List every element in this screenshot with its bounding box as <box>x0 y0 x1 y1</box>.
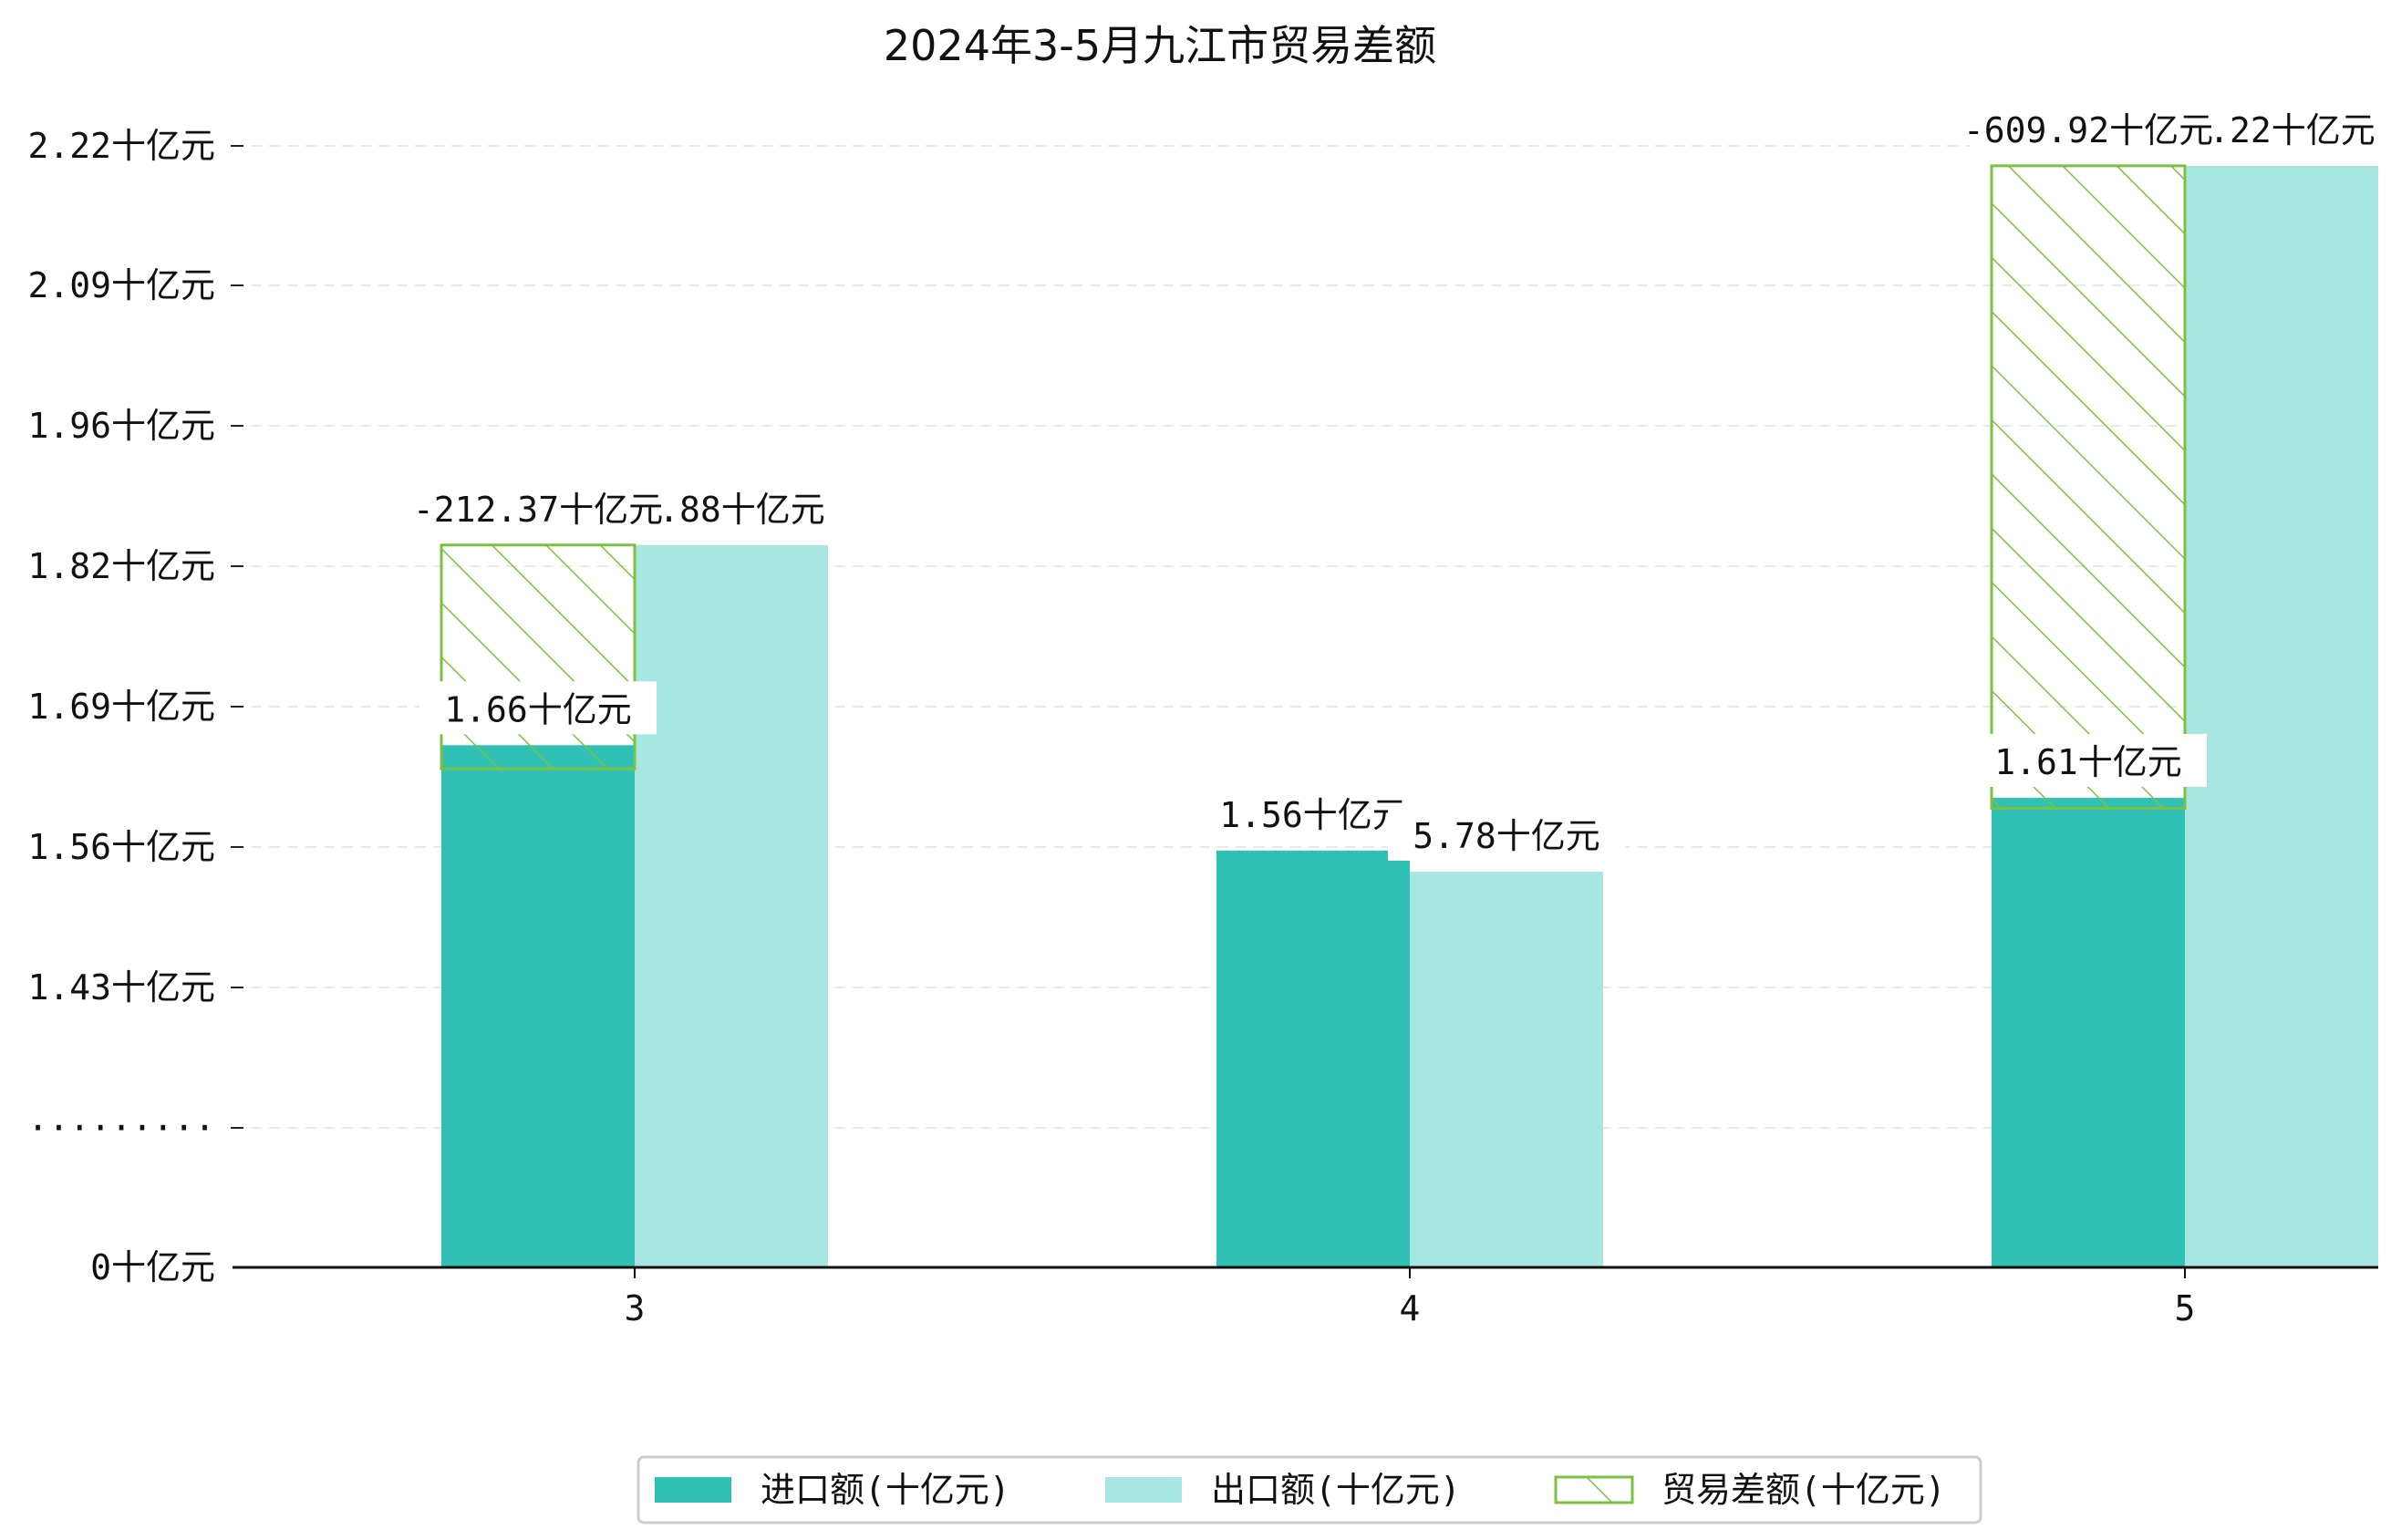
y-tick-label: 1.82十亿元 <box>27 546 215 586</box>
data-label: 1.66十亿元 <box>419 681 657 735</box>
legend-label: 进口额(十亿元) <box>761 1470 1010 1510</box>
data-label-background <box>419 681 657 735</box>
y-axis: 0十亿元 ········· 1.43十亿元 1.56十亿元 1.69十亿元 1.82十亿… <box>27 126 243 1287</box>
data-label-text: 5.78十亿元 <box>1413 816 1600 856</box>
x-tick-label: 3 <box>625 1288 646 1328</box>
legend: 进口额(十亿元) 出口额(十亿元) 贸易差额(十亿元) <box>637 1455 1982 1524</box>
chart-title: 2024年3-5月九江市贸易差额 <box>884 21 1436 70</box>
x-axis: 3 4 5 <box>233 1266 2378 1328</box>
data-label-text: 2.22十亿元 <box>2188 110 2375 150</box>
legend-label: 贸易差额(十亿元) <box>1661 1470 1946 1510</box>
import-bar <box>1992 798 2185 1267</box>
export-bar <box>1410 871 1603 1267</box>
y-tick-label: 1.56十亿元 <box>27 827 215 867</box>
legend-box <box>637 1455 1982 1524</box>
data-label-text: 1.66十亿元 <box>444 689 632 729</box>
y-tick-label: 1.43十亿元 <box>27 967 215 1008</box>
y-tick-label: 2.22十亿元 <box>27 126 215 166</box>
trade-balance-bar <box>440 543 637 770</box>
legend-swatch <box>655 1477 731 1503</box>
export-bar <box>2185 165 2378 1267</box>
import-bar <box>441 745 635 1267</box>
export-bar <box>635 544 828 1267</box>
bars <box>440 164 2378 1267</box>
legend-swatch <box>1105 1477 1182 1503</box>
y-tick-label: 1.96十亿元 <box>27 406 215 446</box>
x-tick-label: 5 <box>2175 1288 2196 1328</box>
data-label-background <box>1970 101 2207 155</box>
y-tick-label: ········· <box>27 1108 215 1148</box>
x-tick-label: 4 <box>1400 1288 1421 1328</box>
data-label-text: -609.92十亿元 <box>1963 110 2213 150</box>
data-label-background <box>1970 734 2207 788</box>
data-label: 2.22十亿元 <box>2163 101 2391 155</box>
y-tick-label: 0十亿元 <box>90 1247 215 1287</box>
legend-label: 出口额(十亿元) <box>1211 1470 1461 1510</box>
data-label: 5.78十亿元 <box>1388 807 1625 861</box>
data-label-text: 1.56十亿元 <box>1219 795 1407 835</box>
data-label: -212.37十亿元 <box>413 481 663 534</box>
import-bar <box>1216 850 1410 1267</box>
data-label-background <box>1388 807 1625 861</box>
legend-swatch <box>1554 1475 1634 1504</box>
data-label-text: -212.37十亿元 <box>413 490 663 530</box>
data-label: 1.56十亿元 <box>1195 786 1432 840</box>
y-tick-label: 2.09十亿元 <box>27 265 215 305</box>
trade-balance-bar <box>1990 164 2187 811</box>
data-label-background <box>419 481 657 534</box>
data-label: 1.61十亿元 <box>1970 734 2207 788</box>
y-tick-label: 1.69十亿元 <box>27 687 215 727</box>
data-label-text: 1.61十亿元 <box>1994 742 2182 782</box>
data-label-text: 1.88十亿元 <box>637 490 825 530</box>
data-label: -609.92十亿元 <box>1963 101 2213 155</box>
